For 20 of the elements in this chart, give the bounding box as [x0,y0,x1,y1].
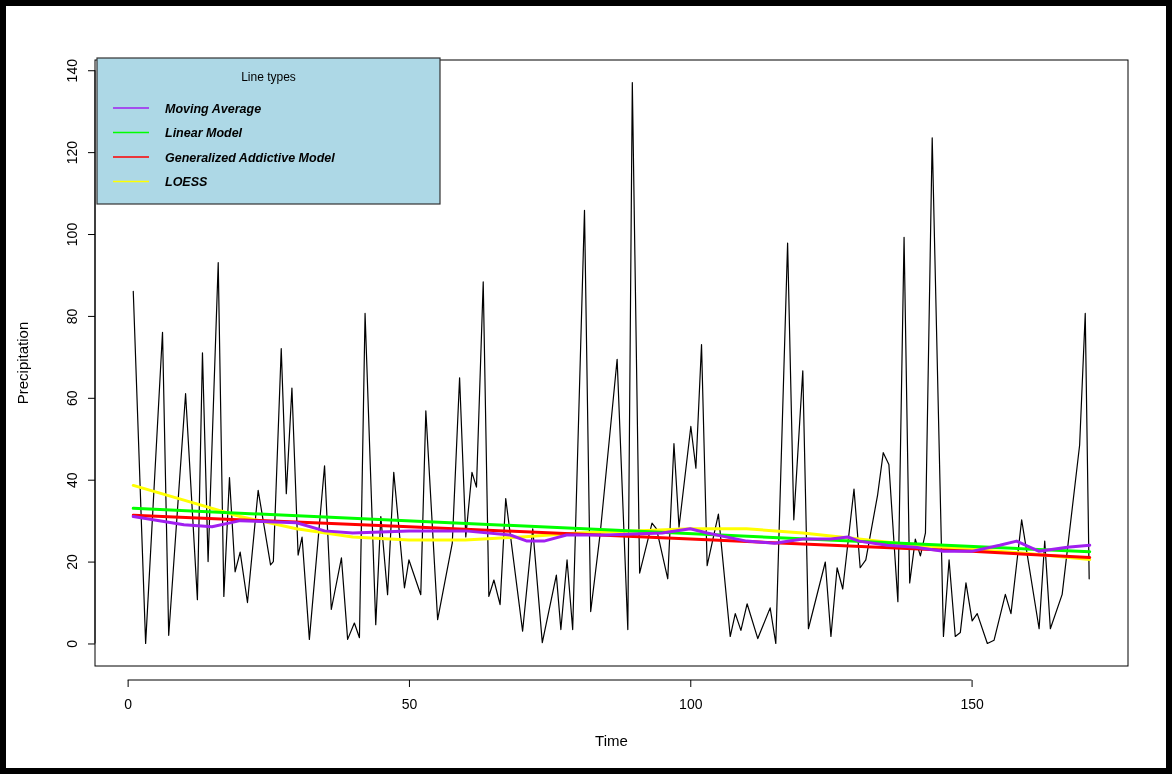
x-axis-title: Time [595,732,628,749]
y-tick-label: 100 [64,222,80,247]
legend-title: Line types [241,70,296,84]
y-tick-label: 40 [64,472,80,488]
y-tick-label: 140 [64,58,80,83]
y-tick-label: 20 [64,554,80,570]
y-tick-label: 80 [64,308,80,325]
y-axis-title: Precipitation [14,321,31,405]
y-tick-label: 60 [64,390,80,407]
x-tick-label: 50 [401,695,418,712]
y-tick-label: 120 [64,140,80,165]
legend-label: Moving Average [165,101,262,116]
legend-label: LOESS [165,175,209,189]
line-series [131,515,1092,553]
y-tick-label: 0 [64,639,80,648]
x-tick-label: 0 [124,695,133,712]
x-tick-label: 100 [679,695,703,712]
x-tick-label: 150 [960,695,984,712]
legend-label: Linear Model [165,126,243,140]
legend-label: Generalized Addictive Model [165,150,336,165]
